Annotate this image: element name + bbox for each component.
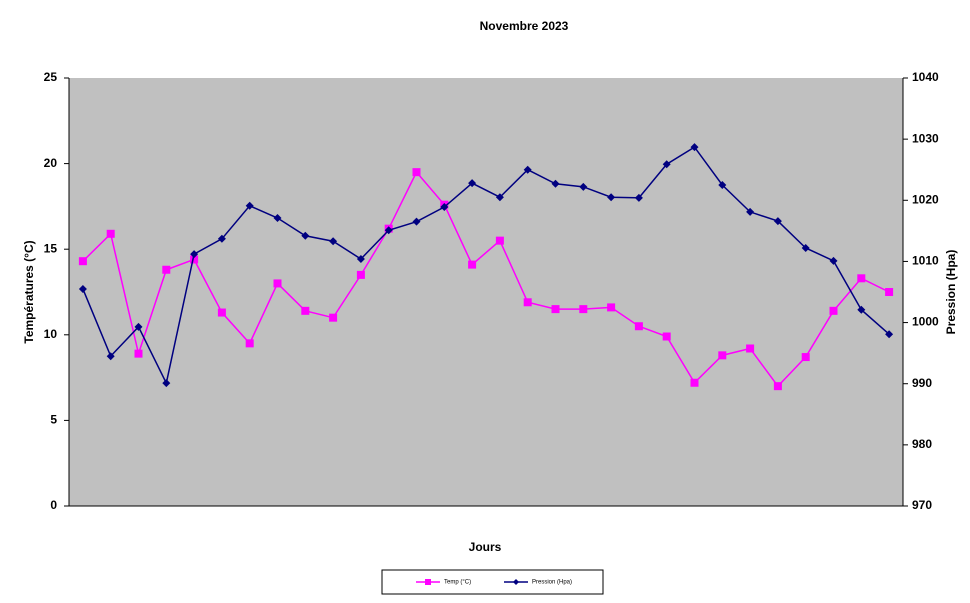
legend-label: Pression (Hpa) (532, 580, 572, 586)
y-tick-label: 20 (44, 156, 58, 170)
y2-tick-label: 1000 (912, 315, 939, 329)
point (468, 179, 477, 188)
point (551, 179, 560, 188)
point (885, 288, 894, 296)
point (495, 193, 504, 202)
point (217, 234, 226, 243)
point (607, 303, 616, 312)
point (857, 274, 866, 283)
point (384, 226, 393, 235)
point (829, 306, 838, 315)
point (634, 322, 643, 331)
point (106, 352, 115, 361)
point (356, 254, 365, 263)
y2-tick-label: 1010 (912, 254, 939, 268)
point (162, 379, 171, 388)
y-axis-label: Températures (°C) (22, 240, 36, 343)
y2-tick-label: 1040 (912, 70, 939, 84)
point (801, 243, 810, 252)
point (356, 270, 365, 279)
y2-tick-label: 1020 (912, 192, 939, 206)
point (746, 344, 755, 353)
point (801, 353, 810, 362)
point (190, 255, 199, 264)
y-tick-label: 10 (44, 327, 58, 341)
point (690, 143, 699, 152)
point (829, 256, 838, 265)
point (329, 237, 338, 246)
y-tick-label: 25 (44, 70, 58, 84)
point (523, 298, 532, 307)
legend-marker (513, 579, 519, 585)
point (773, 382, 782, 391)
point (885, 330, 894, 339)
point (134, 349, 143, 358)
legend-marker (425, 579, 431, 585)
point (440, 203, 449, 212)
point (523, 165, 532, 174)
point (301, 231, 310, 240)
point (773, 217, 782, 226)
legend-label: Temp (°C) (444, 580, 471, 586)
y2-tick-label: 980 (912, 437, 932, 451)
point (273, 214, 282, 223)
plot-area (69, 78, 903, 506)
chart-title: Novembre 2023 (480, 19, 569, 33)
y-tick-label: 0 (50, 498, 57, 512)
point (607, 193, 616, 202)
point (551, 305, 560, 314)
x-axis-label: Jours (469, 540, 502, 554)
point (162, 265, 171, 274)
point (217, 308, 226, 317)
point (662, 332, 671, 341)
point (106, 229, 115, 238)
series-line (82, 146, 890, 386)
point (412, 168, 421, 177)
point (718, 351, 727, 360)
y2-tick-label: 1030 (912, 131, 939, 145)
y-tick-label: 5 (50, 413, 57, 427)
point (134, 322, 143, 331)
point (662, 160, 671, 169)
point (412, 217, 421, 226)
point (78, 257, 87, 266)
point (746, 207, 755, 216)
point (579, 182, 588, 191)
point (690, 378, 699, 387)
point (245, 339, 254, 348)
point (495, 236, 504, 245)
point (718, 181, 727, 189)
series-line (82, 170, 890, 388)
point (579, 305, 588, 314)
point (78, 284, 87, 293)
point (245, 201, 254, 210)
point (273, 279, 282, 288)
point (190, 250, 199, 259)
y2-tick-label: 970 (912, 498, 932, 512)
y-tick-label: 15 (44, 241, 58, 255)
point (468, 260, 477, 269)
point (857, 305, 866, 314)
y2-axis-label: Pression (Hpa) (944, 250, 958, 335)
point (301, 306, 310, 315)
point (329, 313, 338, 322)
point (634, 193, 643, 202)
y2-tick-label: 990 (912, 376, 932, 390)
